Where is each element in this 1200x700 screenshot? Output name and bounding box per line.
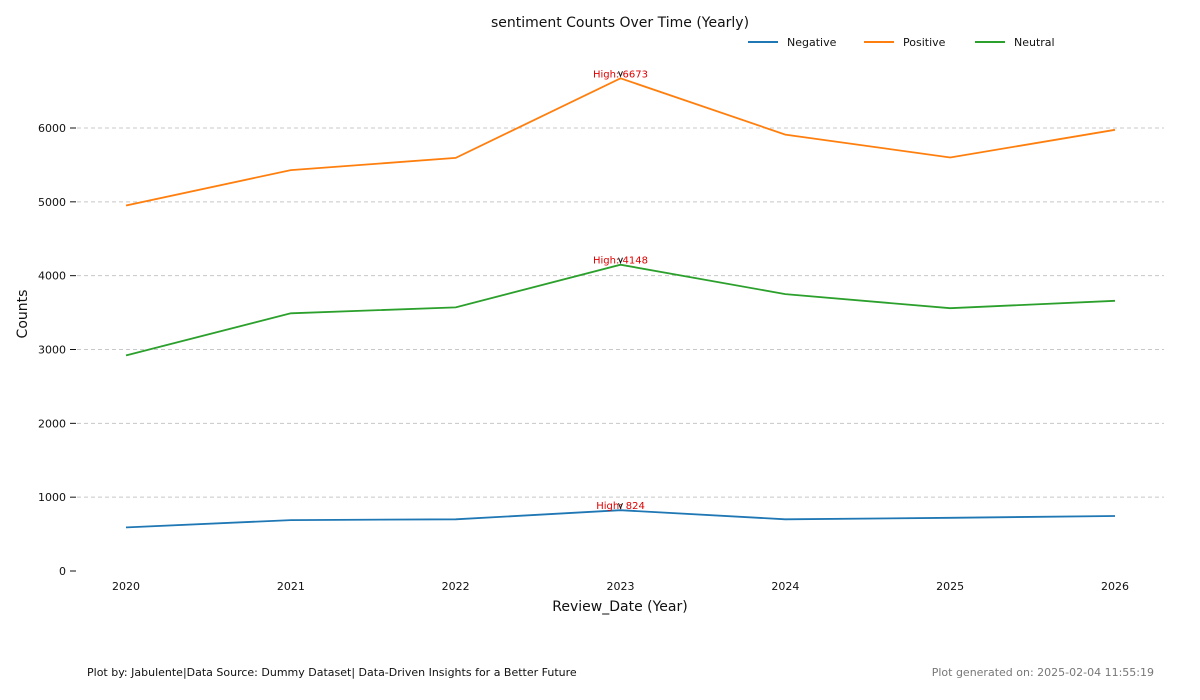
x-axis-label: Review_Date (Year): [552, 599, 687, 615]
legend-label-negative: Negative: [787, 36, 837, 49]
series-line-neutral: [125, 263, 1116, 357]
annotation-arrow: [618, 71, 623, 78]
series-line-negative: [125, 509, 1116, 529]
y-tick-label: 6000: [38, 122, 66, 135]
y-axis: 0 1000 2000 3000 4000 5000 6000: [38, 122, 76, 578]
y-tick-label: 5000: [38, 196, 66, 209]
annotations: High: 6673 High: 4148 High: 824: [593, 69, 648, 512]
annotation-label: High: 6673: [593, 69, 648, 80]
y-tick-label: 4000: [38, 270, 66, 283]
annotation-arrow: [618, 502, 623, 510]
y-tick-label: 2000: [38, 417, 66, 430]
gridlines: [77, 127, 1164, 498]
annotation-label: High: 824: [596, 501, 645, 512]
x-tick-label: 2021: [277, 580, 305, 593]
series-line-positive: [125, 77, 1116, 207]
x-tick-label: 2023: [607, 580, 635, 593]
annotation-arrow: [618, 257, 623, 265]
x-tick-label: 2024: [771, 580, 799, 593]
chart-title: sentiment Counts Over Time (Yearly): [491, 15, 749, 31]
y-tick-label: 1000: [38, 491, 66, 504]
legend-label-neutral: Neutral: [1014, 36, 1055, 49]
x-tick-label: 2022: [442, 580, 470, 593]
x-tick-label: 2020: [112, 580, 140, 593]
footer-timestamp: Plot generated on: 2025-02-04 11:55:19: [931, 666, 1154, 679]
y-tick-label: 3000: [38, 344, 66, 357]
chart-legend: Negative Positive Neutral: [748, 36, 1055, 49]
y-tick-label: 0: [59, 565, 66, 578]
legend-label-positive: Positive: [903, 36, 946, 49]
x-tick-label: 2026: [1101, 580, 1129, 593]
x-tick-label: 2025: [936, 580, 964, 593]
y-axis-label: Counts: [15, 290, 31, 339]
x-axis: 2020 2021 2022 2023 2024 2025 2026: [112, 580, 1129, 593]
annotation-label: High: 4148: [593, 256, 648, 267]
series-lines: [125, 77, 1116, 529]
footer-credit: Plot by: Jabulente|Data Source: Dummy Da…: [87, 666, 577, 679]
